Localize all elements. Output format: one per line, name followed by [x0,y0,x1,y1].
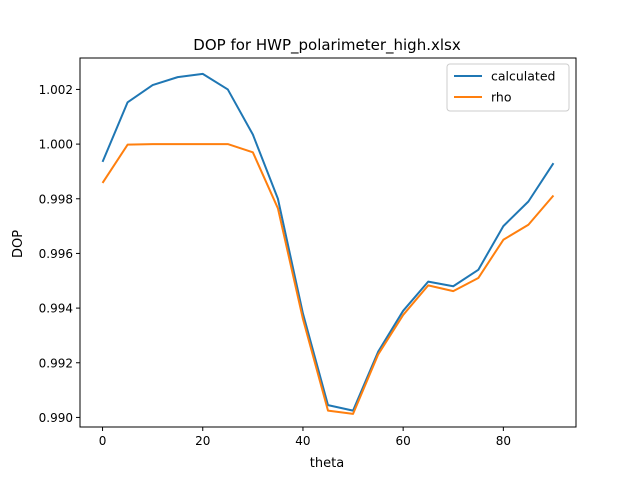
x-tick-label: 80 [496,434,511,448]
x-tick-label: 20 [195,434,210,448]
x-tick-label: 60 [396,434,411,448]
legend-label-rho: rho [491,90,512,105]
chart-title: DOP for HWP_polarimeter_high.xlsx [193,36,461,55]
x-tick-label: 40 [295,434,310,448]
x-ticks: 0 20 40 60 80 [99,427,511,448]
x-axis-label: theta [310,456,344,471]
plot-area: 0 20 40 60 80 0.990 0.992 0.994 0.996 0.998 1.000… [39,57,577,448]
y-tick-label: 0.994 [39,302,73,316]
y-tick-label: 0.998 [39,192,73,206]
x-tick-label: 0 [99,434,107,448]
legend: calculated rho [446,63,570,112]
legend-label-calculated: calculated [491,69,555,84]
series-line-rho [101,143,555,415]
y-axis-label: DOP [11,230,26,258]
y-tick-label: 0.990 [39,411,73,425]
series-line-calculated [101,72,555,412]
y-tick-label: 1.002 [39,83,73,97]
y-tick-label: 0.996 [39,247,73,261]
plot-frame [79,57,577,428]
y-tick-label: 1.000 [39,138,73,152]
y-tick-label: 0.992 [39,356,73,370]
y-ticks: 0.990 0.992 0.994 0.996 0.998 1.000 1.002 [39,83,80,425]
series-layer [101,72,555,415]
